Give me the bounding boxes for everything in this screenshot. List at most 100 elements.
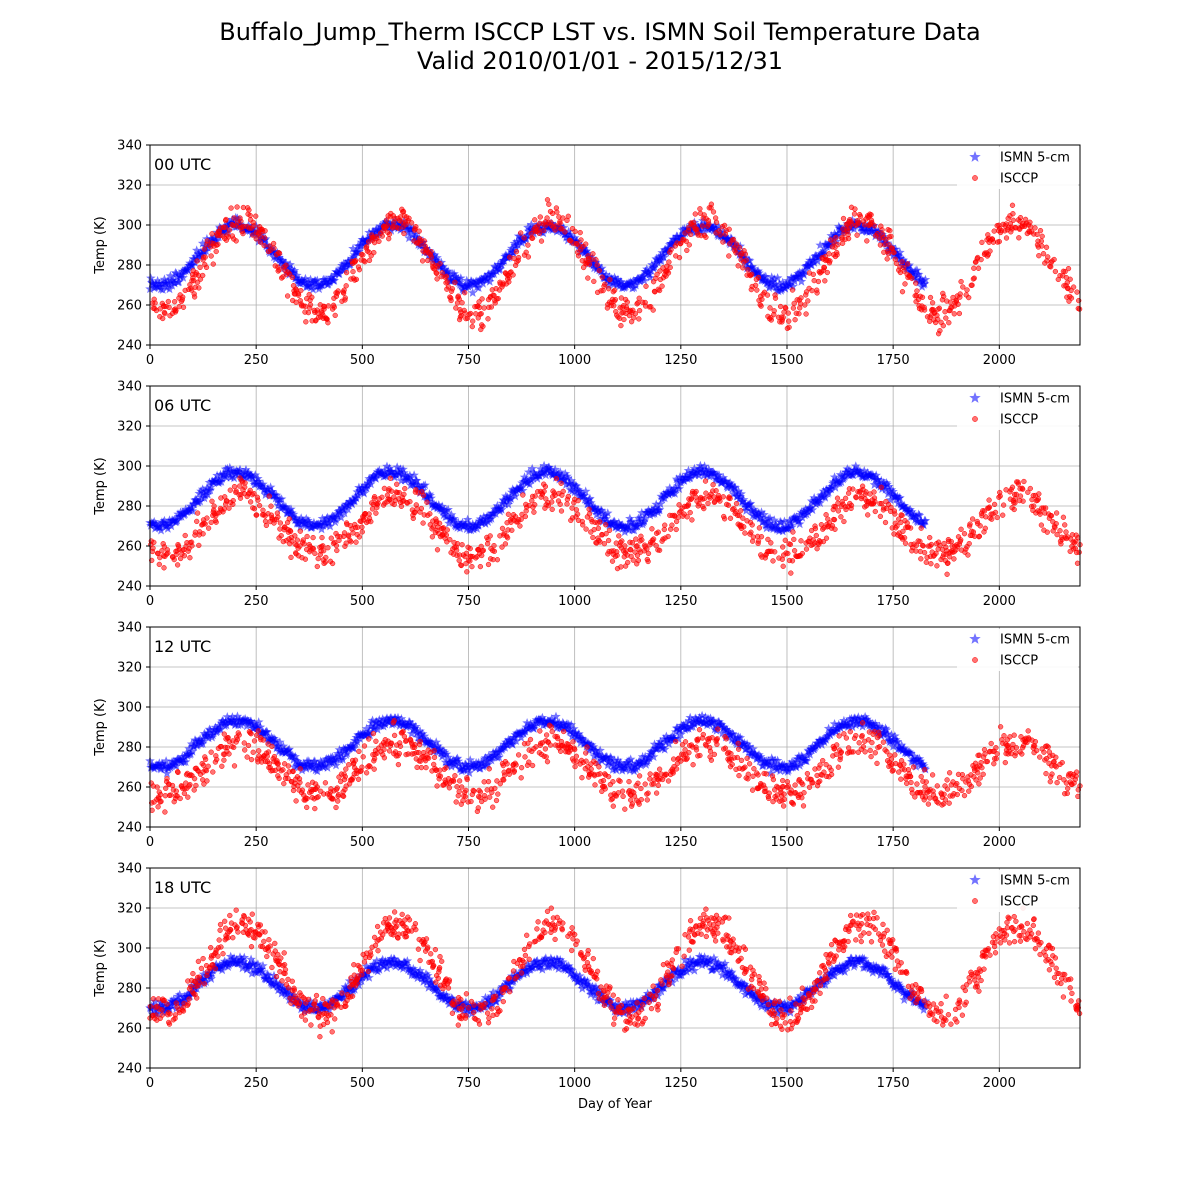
ismn-point xyxy=(603,280,614,290)
isccp-point xyxy=(622,543,628,549)
isccp-point xyxy=(224,744,230,751)
ismn-point xyxy=(327,272,337,282)
y-tick-label: 320 xyxy=(117,179,142,194)
isccp-point xyxy=(373,510,379,516)
ismn-point xyxy=(657,247,667,257)
ismn-point xyxy=(187,260,198,270)
ismn-point xyxy=(815,498,825,508)
isccp-point xyxy=(621,316,627,323)
isccp-point xyxy=(833,234,839,241)
isccp-point xyxy=(158,798,164,805)
ismn-point xyxy=(645,510,655,520)
ismn-point xyxy=(192,245,202,255)
isccp-point xyxy=(1048,513,1055,519)
isccp-point xyxy=(294,537,301,543)
isccp-point xyxy=(585,275,591,281)
isccp-point xyxy=(456,296,462,302)
isccp-point xyxy=(343,283,349,289)
ismn-point xyxy=(591,258,601,267)
isccp-point xyxy=(1053,510,1060,516)
isccp-point xyxy=(834,252,840,258)
isccp-point xyxy=(969,516,976,522)
ismn-point xyxy=(625,513,635,523)
isccp-point xyxy=(785,310,791,316)
isccp-point xyxy=(918,525,924,531)
isccp-point xyxy=(436,520,443,526)
ismn-point xyxy=(225,462,235,472)
ismn-point xyxy=(871,470,881,480)
isccp-point xyxy=(740,515,746,521)
isccp-point xyxy=(726,226,732,232)
ismn-point xyxy=(195,496,205,506)
ismn-point xyxy=(202,483,212,493)
x-tick-label: 0 xyxy=(146,594,154,609)
figure-title: Buffalo_Jump_Therm ISCCP LST vs. ISMN So… xyxy=(0,18,1200,76)
isccp-point xyxy=(596,267,602,274)
isccp-point xyxy=(1037,511,1043,517)
isccp-point xyxy=(180,294,186,300)
ismn-point xyxy=(259,485,270,495)
isccp-point xyxy=(741,524,747,530)
isccp-point xyxy=(764,292,771,298)
isccp-point xyxy=(241,740,247,746)
isccp-point xyxy=(271,753,278,760)
isccp-point xyxy=(443,532,450,538)
isccp-point xyxy=(1016,235,1022,241)
x-tick-label: 1750 xyxy=(877,594,910,609)
isccp-point xyxy=(210,769,216,775)
ismn-point xyxy=(869,479,880,489)
ismn-point xyxy=(159,515,170,525)
ismn-point xyxy=(809,493,819,502)
ismn-point xyxy=(783,275,793,285)
isccp-point xyxy=(689,517,695,523)
isccp-point xyxy=(986,504,993,510)
isccp-point xyxy=(835,241,841,248)
isccp-point xyxy=(245,742,252,749)
ismn-point xyxy=(386,225,396,235)
ismn-point xyxy=(241,464,251,474)
ismn-point xyxy=(248,472,258,482)
isccp-point xyxy=(151,539,157,546)
isccp-point xyxy=(314,563,320,570)
isccp-point xyxy=(233,488,239,494)
isccp-point xyxy=(342,295,348,301)
ismn-point xyxy=(524,479,535,489)
isccp-point xyxy=(231,483,238,490)
isccp-point xyxy=(193,782,199,789)
x-tick-label: 250 xyxy=(244,594,269,609)
isccp-point xyxy=(1076,549,1082,555)
isccp-point xyxy=(1034,231,1040,238)
y-tick-label: 240 xyxy=(117,339,142,354)
data-points xyxy=(145,710,1083,815)
isccp-point xyxy=(418,505,425,512)
isccp-point xyxy=(185,794,191,800)
isccp-point xyxy=(706,221,712,227)
isccp-point xyxy=(602,281,608,287)
isccp-point xyxy=(467,558,473,564)
legend-circle-marker xyxy=(972,175,978,181)
ismn-point xyxy=(535,464,546,474)
ismn-point xyxy=(899,500,909,510)
isccp-point xyxy=(780,314,786,321)
isccp-point xyxy=(200,762,207,768)
ismn-point xyxy=(911,275,921,284)
isccp-point xyxy=(1017,214,1024,221)
isccp-point xyxy=(248,756,255,763)
ismn-point xyxy=(644,269,655,279)
legend-label: ISCCP xyxy=(1000,172,1038,187)
isccp-point xyxy=(168,792,174,798)
isccp-point xyxy=(815,278,822,285)
isccp-point xyxy=(287,528,294,535)
isccp-point xyxy=(590,251,596,257)
ismn-point xyxy=(876,475,886,485)
isccp-point xyxy=(675,514,681,520)
ismn-point xyxy=(516,483,526,493)
isccp-point xyxy=(341,287,347,293)
isccp-point xyxy=(504,535,511,541)
ismn-point xyxy=(411,229,421,239)
isccp-point xyxy=(788,570,794,576)
isccp-point xyxy=(1028,224,1034,230)
isccp-point xyxy=(1070,284,1077,290)
ismn-point xyxy=(300,273,311,283)
ismn-point xyxy=(507,243,517,253)
